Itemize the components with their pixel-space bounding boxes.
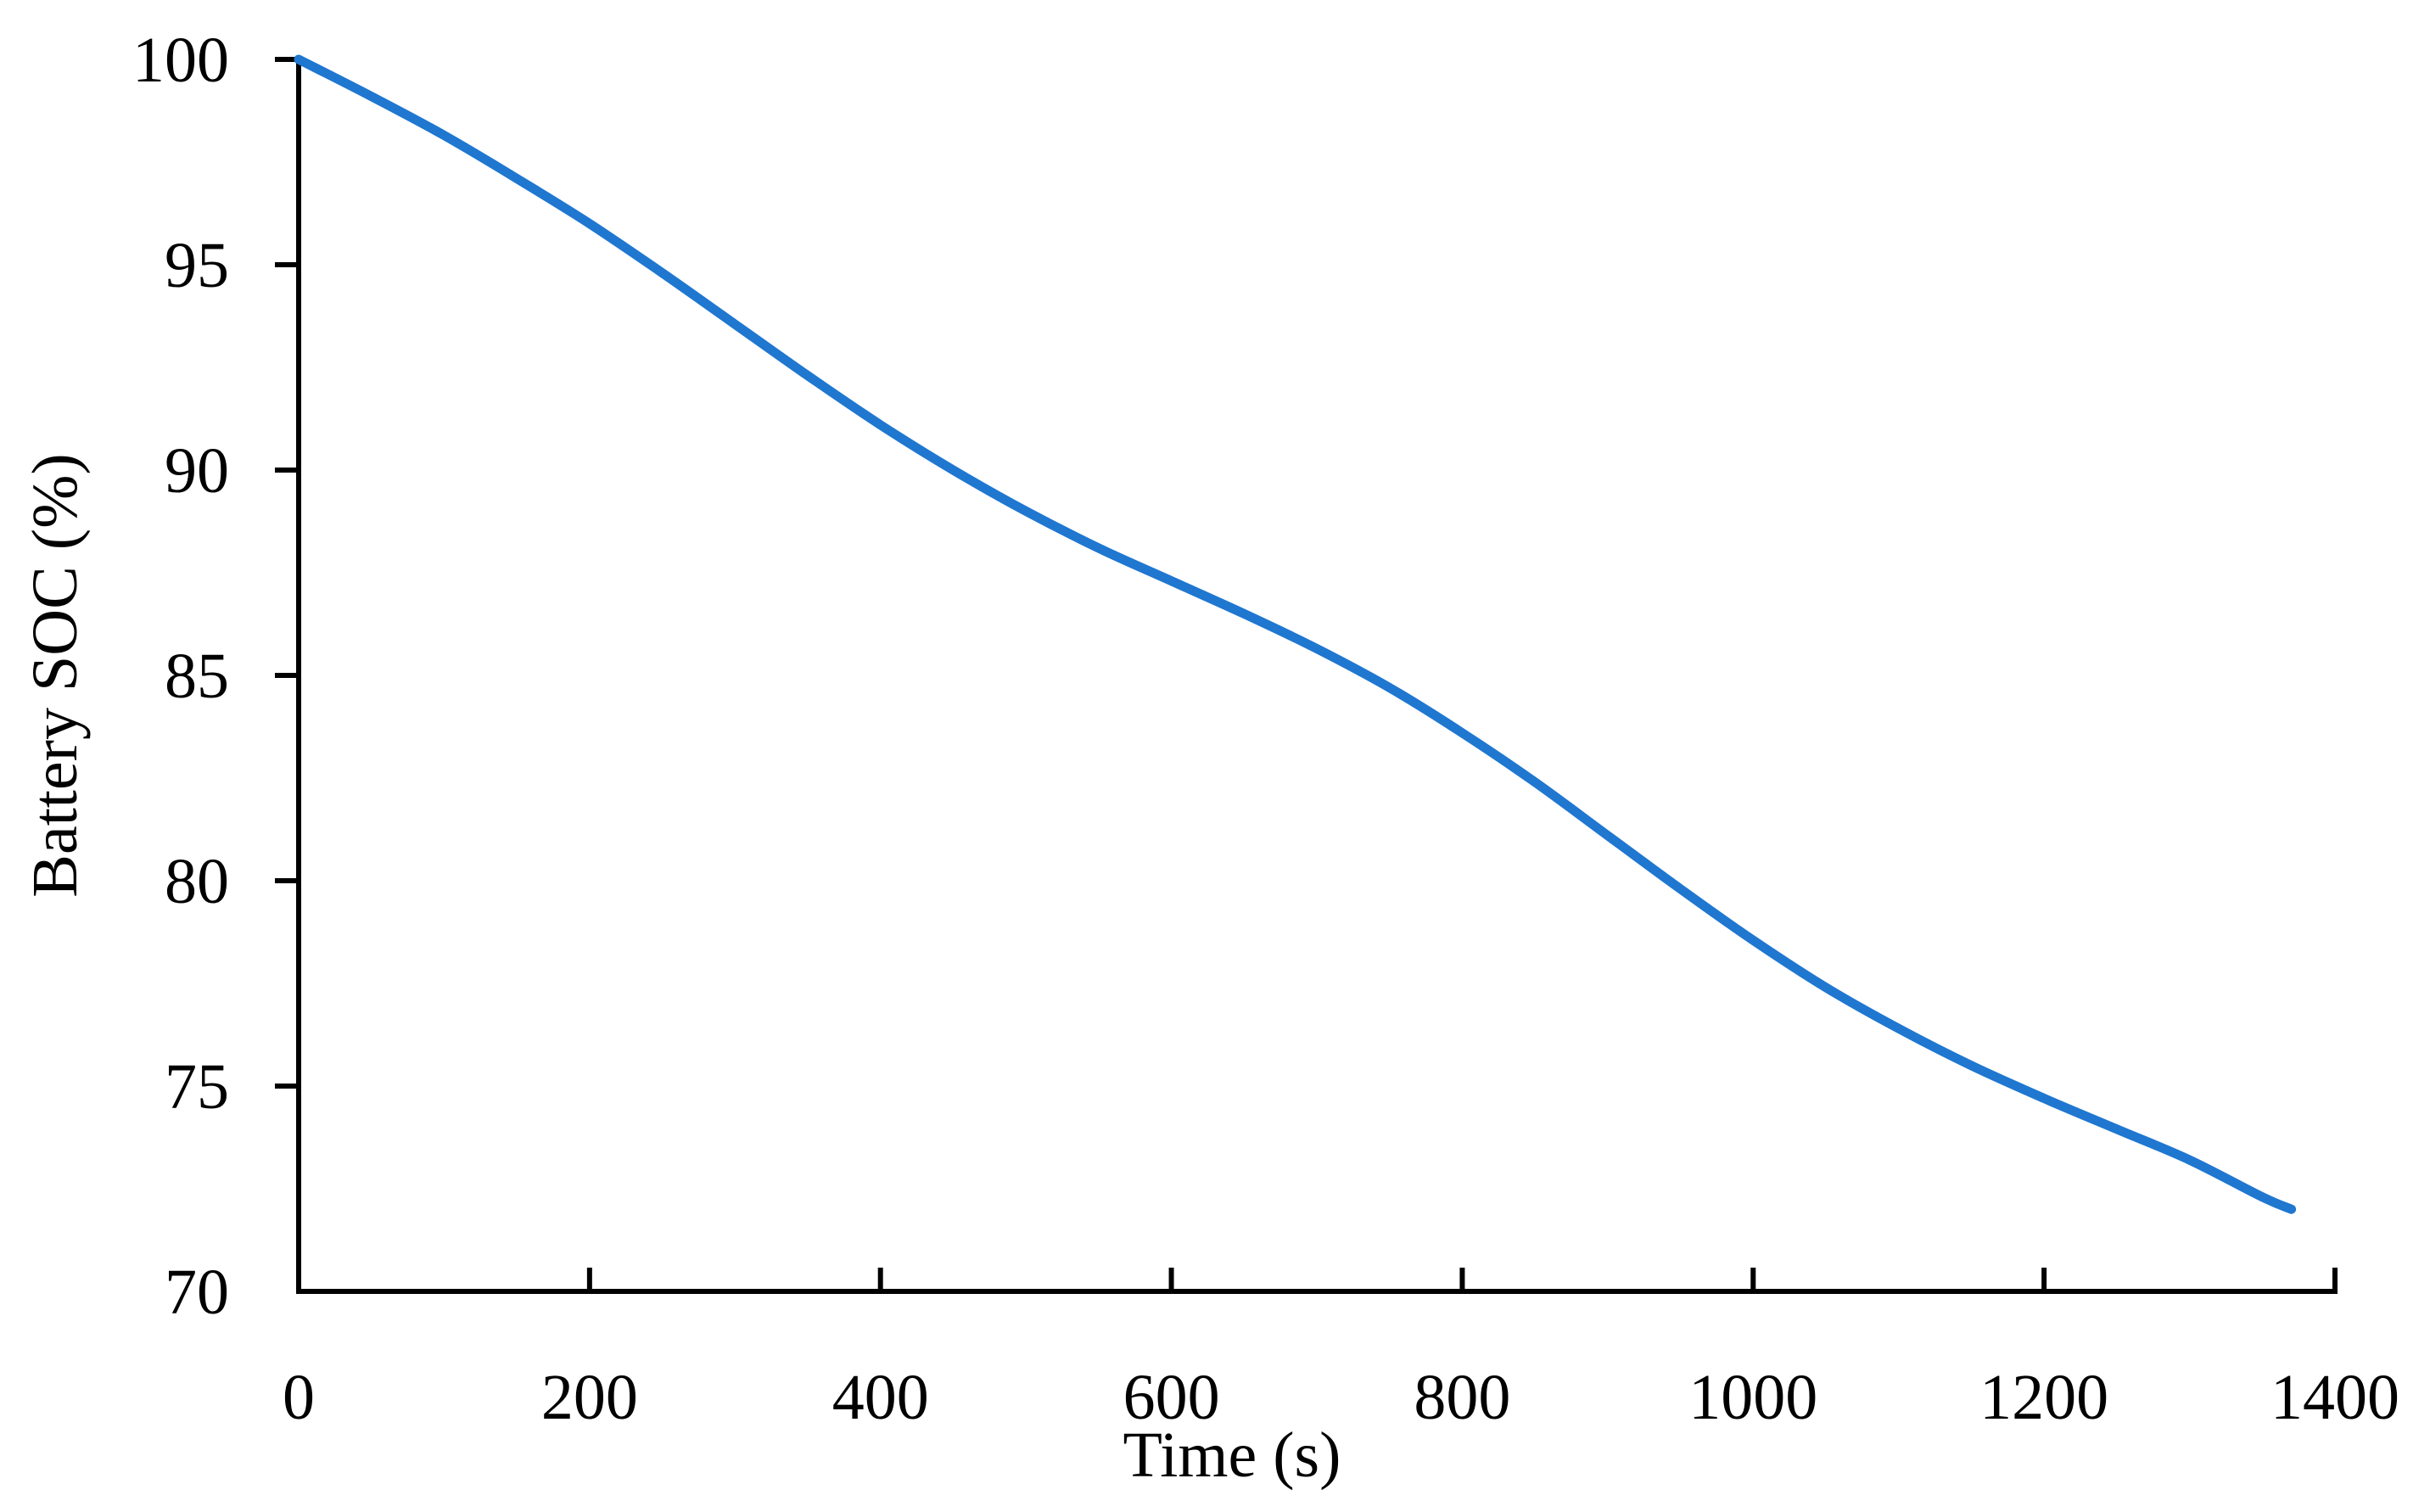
- y-tick-label: 95: [165, 230, 229, 301]
- y-tick-label: 100: [132, 25, 229, 96]
- y-ticks: 70 75 80 85 90 95 100: [132, 25, 299, 1328]
- x-ticks: 0 200 400 600 800 1000 1200 1400: [283, 1268, 2399, 1433]
- y-axis-title: Battery SOC (%): [20, 453, 91, 897]
- y-tick-label: 85: [165, 641, 229, 712]
- x-tick-label: 1000: [1688, 1362, 1817, 1433]
- y-tick-label: 75: [165, 1051, 229, 1123]
- y-tick-label: 90: [165, 435, 229, 507]
- y-tick-label: 70: [165, 1257, 229, 1328]
- x-tick-label: 1200: [1979, 1362, 2108, 1433]
- x-tick-label: 200: [541, 1362, 638, 1433]
- x-tick-label: 800: [1414, 1362, 1510, 1433]
- y-tick-label: 80: [165, 846, 229, 917]
- series-layer: [294, 54, 2297, 1214]
- x-tick-label: 1400: [2270, 1362, 2399, 1433]
- soc-series-line: [294, 54, 2297, 1214]
- axes: [296, 56, 2338, 1294]
- x-tick-label: 600: [1123, 1362, 1220, 1433]
- x-axis-title: Time (s): [1123, 1420, 1341, 1491]
- x-tick-label: 0: [283, 1362, 315, 1433]
- x-tick-label: 400: [832, 1362, 929, 1433]
